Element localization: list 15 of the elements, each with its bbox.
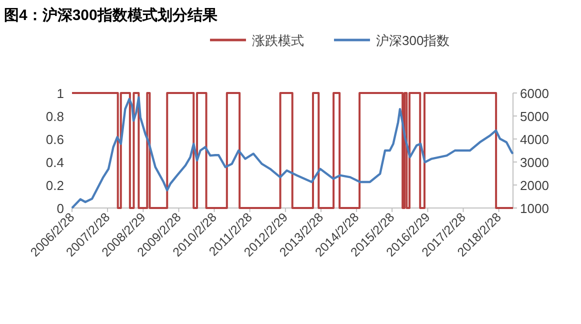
y-tick-label: 0	[56, 201, 64, 216]
y2-tick-label: 2000	[520, 178, 549, 193]
y-tick-label: 0.2	[46, 178, 64, 193]
y2-tick-label: 4000	[520, 132, 549, 147]
y2-tick-label: 5000	[520, 109, 549, 124]
legend-label: 涨跌模式	[252, 33, 304, 48]
y2-tick-label: 3000	[520, 155, 549, 170]
y2-tick-label: 6000	[520, 86, 549, 101]
y-tick-label: 0.6	[46, 132, 64, 147]
y2-tick-label: 1000	[520, 201, 549, 216]
chart-title: 图4：沪深300指数模式划分结果	[4, 6, 218, 24]
y-tick-label: 0.4	[46, 155, 64, 170]
y-tick-label: 0.8	[46, 109, 64, 124]
y-tick-label: 1	[56, 86, 64, 101]
legend-label: 沪深300指数	[376, 33, 450, 48]
